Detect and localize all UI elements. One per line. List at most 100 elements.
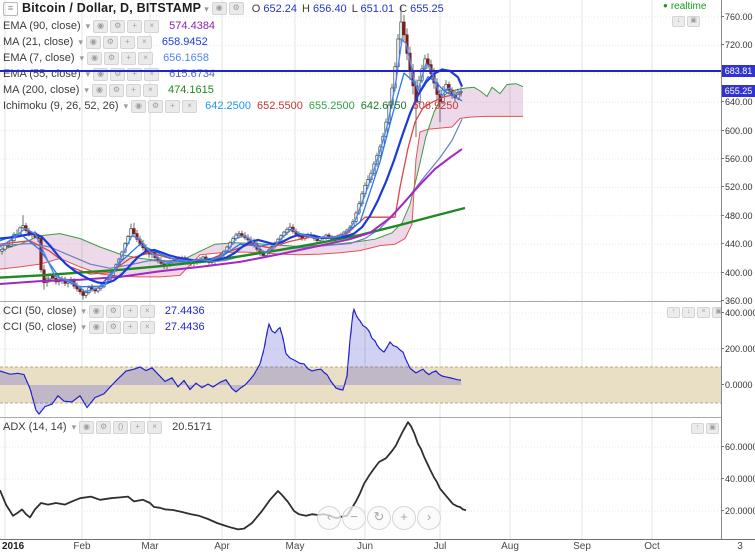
- realtime-status: ● realtime: [663, 1, 706, 12]
- down-icon[interactable]: ↓: [672, 16, 685, 28]
- close-icon[interactable]: ×: [182, 99, 198, 113]
- add-icon[interactable]: +: [119, 35, 135, 49]
- gear-icon[interactable]: ⚙: [105, 320, 121, 334]
- close-icon[interactable]: ×: [136, 35, 152, 49]
- time-tick-label: Sep: [573, 541, 591, 552]
- add-icon[interactable]: +: [122, 304, 138, 318]
- indicator-value: 27.4436: [164, 321, 205, 333]
- eye-icon[interactable]: ◉: [91, 83, 107, 97]
- add-icon[interactable]: +: [127, 19, 143, 33]
- add-icon[interactable]: +: [165, 99, 181, 113]
- symbol-title[interactable]: Bitcoin / Dollar, D, BITSTAMP: [22, 1, 202, 15]
- price-tick-label: 440.00: [721, 239, 753, 250]
- eye-icon[interactable]: ◉: [211, 2, 227, 16]
- indicator-label[interactable]: MA (200, close): [3, 84, 80, 96]
- gear-icon[interactable]: ⚙: [105, 304, 121, 318]
- pane-separator[interactable]: [0, 417, 755, 418]
- chevron-down-icon[interactable]: ▾: [84, 85, 89, 96]
- price-tick-label: 400.00: [721, 267, 753, 278]
- add-icon[interactable]: +: [122, 320, 138, 334]
- maximize-icon[interactable]: ▣: [687, 16, 700, 28]
- close-icon[interactable]: ×: [147, 420, 163, 434]
- legend-row-ma200: MA (200, close) ▾ ◉ ⚙ + × 474.1615: [3, 83, 214, 97]
- close-icon[interactable]: ×: [697, 307, 710, 319]
- gear-icon[interactable]: ⚙: [96, 420, 112, 434]
- axis-line: [0, 539, 755, 540]
- chevron-down-icon[interactable]: ▾: [123, 101, 129, 112]
- menu-icon[interactable]: ≡: [3, 1, 18, 16]
- ohlc-values: O 652.24 H 656.40 L 651.01 C 655.25: [251, 3, 444, 15]
- eye-icon[interactable]: ◉: [87, 51, 103, 65]
- price-tick-label: 760.00: [721, 12, 753, 22]
- adx-tick-label: 20.0000: [721, 506, 755, 516]
- chevron-down-icon[interactable]: ▾: [78, 37, 83, 48]
- time-tick-label: 3: [737, 541, 743, 552]
- up-icon[interactable]: ↑: [667, 307, 680, 319]
- gear-icon[interactable]: ⚙: [110, 19, 126, 33]
- cci-tick-label: 0.0000: [721, 380, 753, 390]
- eye-icon[interactable]: ◉: [88, 304, 104, 318]
- zoom-out-button[interactable]: −: [342, 506, 366, 530]
- time-tick-label: Jun: [356, 541, 374, 552]
- gear-icon[interactable]: ⚙: [104, 51, 120, 65]
- indicator-label[interactable]: ADX (14, 14): [3, 421, 67, 433]
- eye-icon[interactable]: ◉: [85, 35, 101, 49]
- indicator-value: 20.5171: [172, 421, 212, 433]
- cci-line: [0, 307, 462, 415]
- time-axis[interactable]: 2016 Feb Mar Apr May Jun Jul Aug Sep Oct 3: [0, 540, 755, 553]
- gear-icon[interactable]: ⚙: [102, 35, 118, 49]
- horizontal-price-line[interactable]: [0, 70, 721, 73]
- ma200-line: [0, 206, 466, 279]
- time-tick-label: Apr: [214, 541, 230, 552]
- add-icon[interactable]: +: [121, 51, 137, 65]
- eye-icon[interactable]: ◉: [79, 420, 95, 434]
- chevron-down-icon[interactable]: ▾: [85, 21, 91, 32]
- chevron-down-icon[interactable]: ▾: [81, 306, 86, 317]
- reset-zoom-button[interactable]: ↻: [367, 506, 391, 530]
- chevron-down-icon[interactable]: ▾: [85, 69, 91, 80]
- indicator-label[interactable]: EMA (7, close): [3, 52, 75, 64]
- zoom-in-button[interactable]: +: [392, 506, 416, 530]
- indicator-value: 658.9452: [161, 36, 208, 48]
- chevron-down-icon[interactable]: ▾: [71, 422, 77, 433]
- chevron-down-icon[interactable]: ▾: [81, 322, 86, 333]
- scroll-left-button[interactable]: ‹: [317, 506, 341, 530]
- close-icon[interactable]: ×: [139, 320, 155, 334]
- scroll-right-button[interactable]: ›: [417, 506, 441, 530]
- gear-icon[interactable]: ⚙: [148, 99, 164, 113]
- add-icon[interactable]: +: [130, 420, 146, 434]
- close-icon[interactable]: ×: [139, 304, 155, 318]
- price-axis[interactable]: 683.81 655.25 760.00720.00680.00640.0060…: [721, 0, 755, 539]
- indicator-value: 652.5500: [256, 100, 303, 112]
- chevron-down-icon[interactable]: ▾: [204, 3, 209, 14]
- time-tick-label: Oct: [644, 541, 660, 552]
- add-icon[interactable]: +: [125, 83, 141, 97]
- time-tick-label: Mar: [141, 541, 159, 552]
- close-icon[interactable]: ×: [138, 51, 154, 65]
- legend-row-ma21: MA (21, close) ▾ ◉ ⚙ + × 658.9452: [3, 35, 208, 49]
- indicator-label[interactable]: MA (21, close): [3, 36, 74, 48]
- chevron-down-icon[interactable]: ▾: [79, 53, 85, 64]
- ichimoku-cloud: [0, 83, 523, 277]
- pane-separator[interactable]: [0, 301, 755, 302]
- up-icon[interactable]: ↑: [691, 423, 704, 435]
- down-icon[interactable]: ↓: [682, 307, 695, 319]
- indicator-label[interactable]: EMA (90, close): [3, 20, 81, 32]
- gear-icon[interactable]: ⚙: [228, 2, 244, 16]
- gear-icon[interactable]: ⚙: [108, 83, 124, 97]
- kijun-line: [0, 93, 463, 275]
- eye-icon[interactable]: ◉: [93, 19, 109, 33]
- time-tick-label: 2016: [2, 541, 25, 552]
- cci-tick-label: 400.000: [721, 308, 755, 318]
- indicator-label[interactable]: Ichimoku (9, 26, 52, 26): [3, 100, 119, 112]
- close-icon[interactable]: ×: [144, 19, 160, 33]
- indicator-label[interactable]: CCI (50, close): [3, 305, 77, 317]
- eye-icon[interactable]: ◉: [88, 320, 104, 334]
- close-icon[interactable]: ×: [142, 83, 158, 97]
- indicator-label[interactable]: CCI (50, close): [3, 321, 77, 333]
- maximize-icon[interactable]: ▣: [706, 423, 719, 435]
- braces-icon[interactable]: (): [113, 420, 129, 434]
- ema90-line: [0, 148, 463, 285]
- eye-icon[interactable]: ◉: [131, 99, 147, 113]
